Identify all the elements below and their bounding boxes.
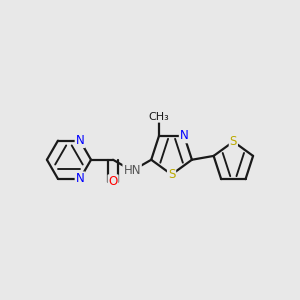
Text: N: N bbox=[76, 172, 84, 185]
Text: N: N bbox=[180, 129, 188, 142]
Text: S: S bbox=[230, 135, 237, 148]
Text: O: O bbox=[108, 175, 118, 188]
Text: CH₃: CH₃ bbox=[148, 112, 170, 122]
Text: N: N bbox=[76, 134, 84, 147]
Text: S: S bbox=[168, 168, 175, 181]
Text: HN: HN bbox=[123, 164, 141, 177]
